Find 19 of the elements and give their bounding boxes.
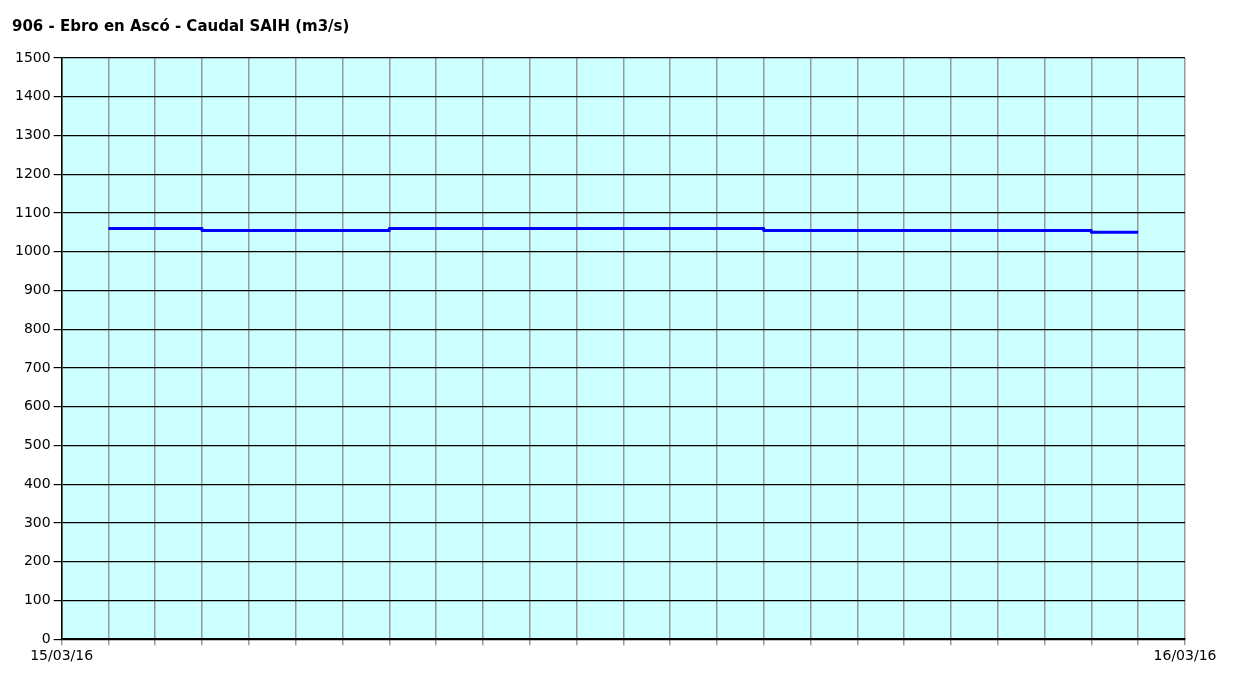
y-tick-label: 1300 [14, 126, 51, 143]
y-tick-label: 1500 [14, 48, 51, 65]
x-tick-label: 16/03/16 [1153, 647, 1217, 664]
y-tick-label: 600 [23, 397, 51, 414]
y-tick-label: 800 [23, 319, 51, 336]
y-tick-label: 500 [23, 436, 51, 453]
y-tick-label: 0 [41, 629, 51, 646]
chart-title: 906 - Ebro en Ascó - Caudal SAIH (m3/s) [12, 16, 350, 35]
x-tick-label: 15/03/16 [30, 647, 94, 664]
y-tick-label: 1400 [14, 87, 51, 104]
y-tick-label: 900 [23, 281, 51, 298]
y-tick-label: 1000 [14, 242, 51, 259]
y-tick-label: 200 [23, 552, 51, 569]
y-tick-label: 100 [23, 591, 51, 608]
y-tick-label: 400 [23, 474, 51, 491]
y-tick-label: 1100 [14, 203, 51, 220]
y-tick-label: 700 [23, 358, 51, 375]
y-tick-label: 300 [23, 513, 51, 530]
y-tick-label: 1200 [14, 164, 51, 181]
